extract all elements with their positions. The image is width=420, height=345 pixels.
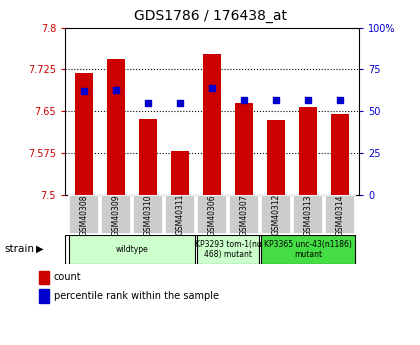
Text: KP3365 unc-43(n1186)
mutant: KP3365 unc-43(n1186) mutant [264,239,352,259]
Bar [39,289,50,303]
Bar [69,235,195,264]
Text: GSM40309: GSM40309 [112,194,121,236]
Bar [235,103,253,195]
Bar [261,195,291,234]
Point [145,100,152,106]
Point [177,100,184,106]
Bar [197,195,227,234]
Text: KP3293 tom-1(nu
468) mutant: KP3293 tom-1(nu 468) mutant [195,239,262,259]
Point [241,97,247,102]
Bar [203,55,221,195]
Text: GSM40313: GSM40313 [304,194,312,236]
Text: GDS1786 / 176438_at: GDS1786 / 176438_at [134,9,286,23]
Text: ▶: ▶ [36,244,44,254]
Point [304,97,311,102]
Point [336,97,343,102]
Bar [293,195,323,234]
Point [209,85,215,91]
Text: GSM40307: GSM40307 [239,194,249,236]
Text: wildtype: wildtype [116,245,149,254]
Text: GSM40306: GSM40306 [207,194,217,236]
Bar [76,73,93,195]
Bar [171,151,189,195]
Bar [197,235,260,264]
Text: GSM40311: GSM40311 [176,194,185,235]
Bar [229,195,259,234]
Text: GSM40308: GSM40308 [80,194,89,236]
Text: percentile rank within the sample: percentile rank within the sample [54,291,219,301]
Text: count: count [54,273,81,282]
Point [81,88,88,94]
Bar [325,195,355,234]
Bar [101,195,131,234]
Point [273,97,279,102]
Text: GSM40312: GSM40312 [271,194,281,235]
Bar [139,119,157,195]
Bar [108,59,125,195]
Bar [261,235,355,264]
Text: GSM40310: GSM40310 [144,194,153,236]
Bar [331,114,349,195]
Bar [299,107,317,195]
Bar [39,271,50,284]
Bar [165,195,195,234]
Point [113,87,120,92]
Bar [69,195,100,234]
Bar [133,195,163,234]
Bar [267,120,285,195]
Text: GSM40314: GSM40314 [336,194,344,236]
Text: strain: strain [4,244,34,254]
